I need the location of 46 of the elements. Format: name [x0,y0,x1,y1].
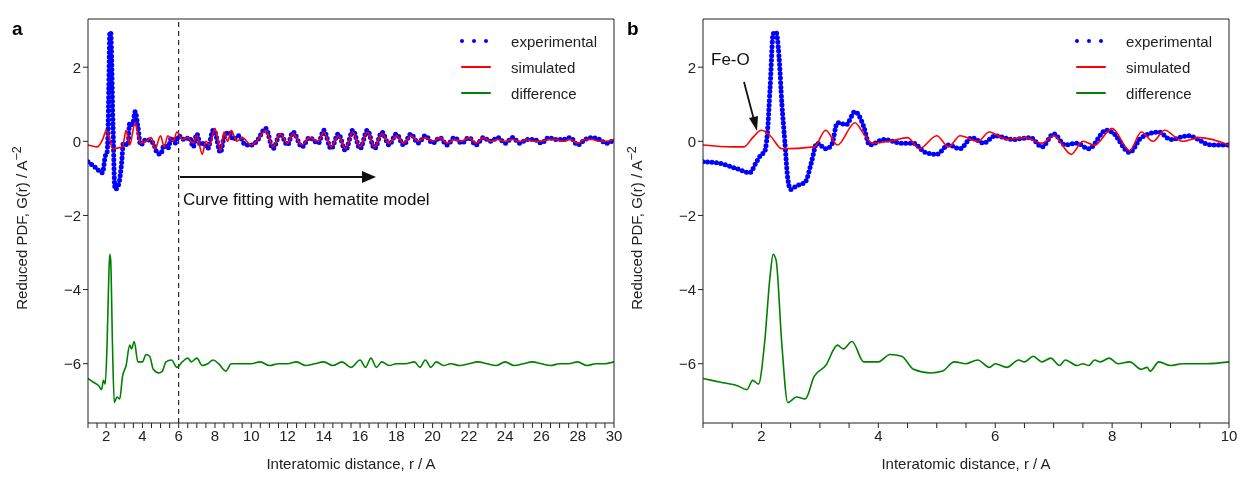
line-series [88,121,614,156]
x-tick-label: 4 [874,426,883,444]
annotation: Fe-O [711,50,750,70]
x-tick-label: 2 [757,426,766,444]
chart-title: a [12,18,23,40]
x-tick-label: 12 [279,426,296,444]
x-axis-title: Interatomic distance, r / A [880,455,1052,472]
y-tick-label: −2 [63,206,81,224]
line-series [703,253,1229,404]
y-tick-label: 0 [687,132,696,150]
legend-label: experimental [1126,32,1212,50]
annotation: Curve fitting with hematite model [183,190,430,210]
x-tick-label: 30 [605,426,623,444]
line-series [88,253,614,404]
x-tick-label: 2 [101,426,111,444]
legend-label: experimental [511,32,597,50]
y-tick-label: 2 [72,58,81,76]
legend-label: difference [511,84,577,102]
x-tick-label: 6 [174,426,183,444]
y-tick-label: −6 [63,355,81,373]
y-tick-label: −6 [678,355,696,373]
y-tick-label: −4 [678,280,696,298]
line-series [703,121,1229,156]
y-tick-label: 0 [72,132,81,150]
x-tick-label: 8 [1107,426,1117,444]
x-tick-label: 22 [460,426,478,444]
x-tick-label: 10 [242,426,260,444]
y-tick-label: −4 [63,280,81,298]
x-tick-label: 26 [533,426,550,444]
x-tick-label: 6 [991,426,1000,444]
x-tick-label: 24 [496,426,514,444]
x-tick-label: 14 [315,426,333,444]
y-tick-label: −2 [678,206,696,224]
x-tick-label: 18 [388,426,405,444]
x-tick-label: 28 [569,426,587,444]
x-tick-label: 20 [424,426,441,444]
legend-label: difference [1126,84,1192,102]
chart-title: b [627,18,639,40]
x-tick-label: 8 [210,426,220,444]
legend-label: simulated [511,58,576,76]
y-tick-label: 2 [687,58,696,76]
x-tick-label: 16 [351,426,369,444]
legend-label: simulated [1126,58,1191,76]
x-tick-label: 10 [1220,426,1238,444]
x-axis-title: Interatomic distance, r / A [265,455,437,472]
x-tick-label: 4 [138,426,147,444]
